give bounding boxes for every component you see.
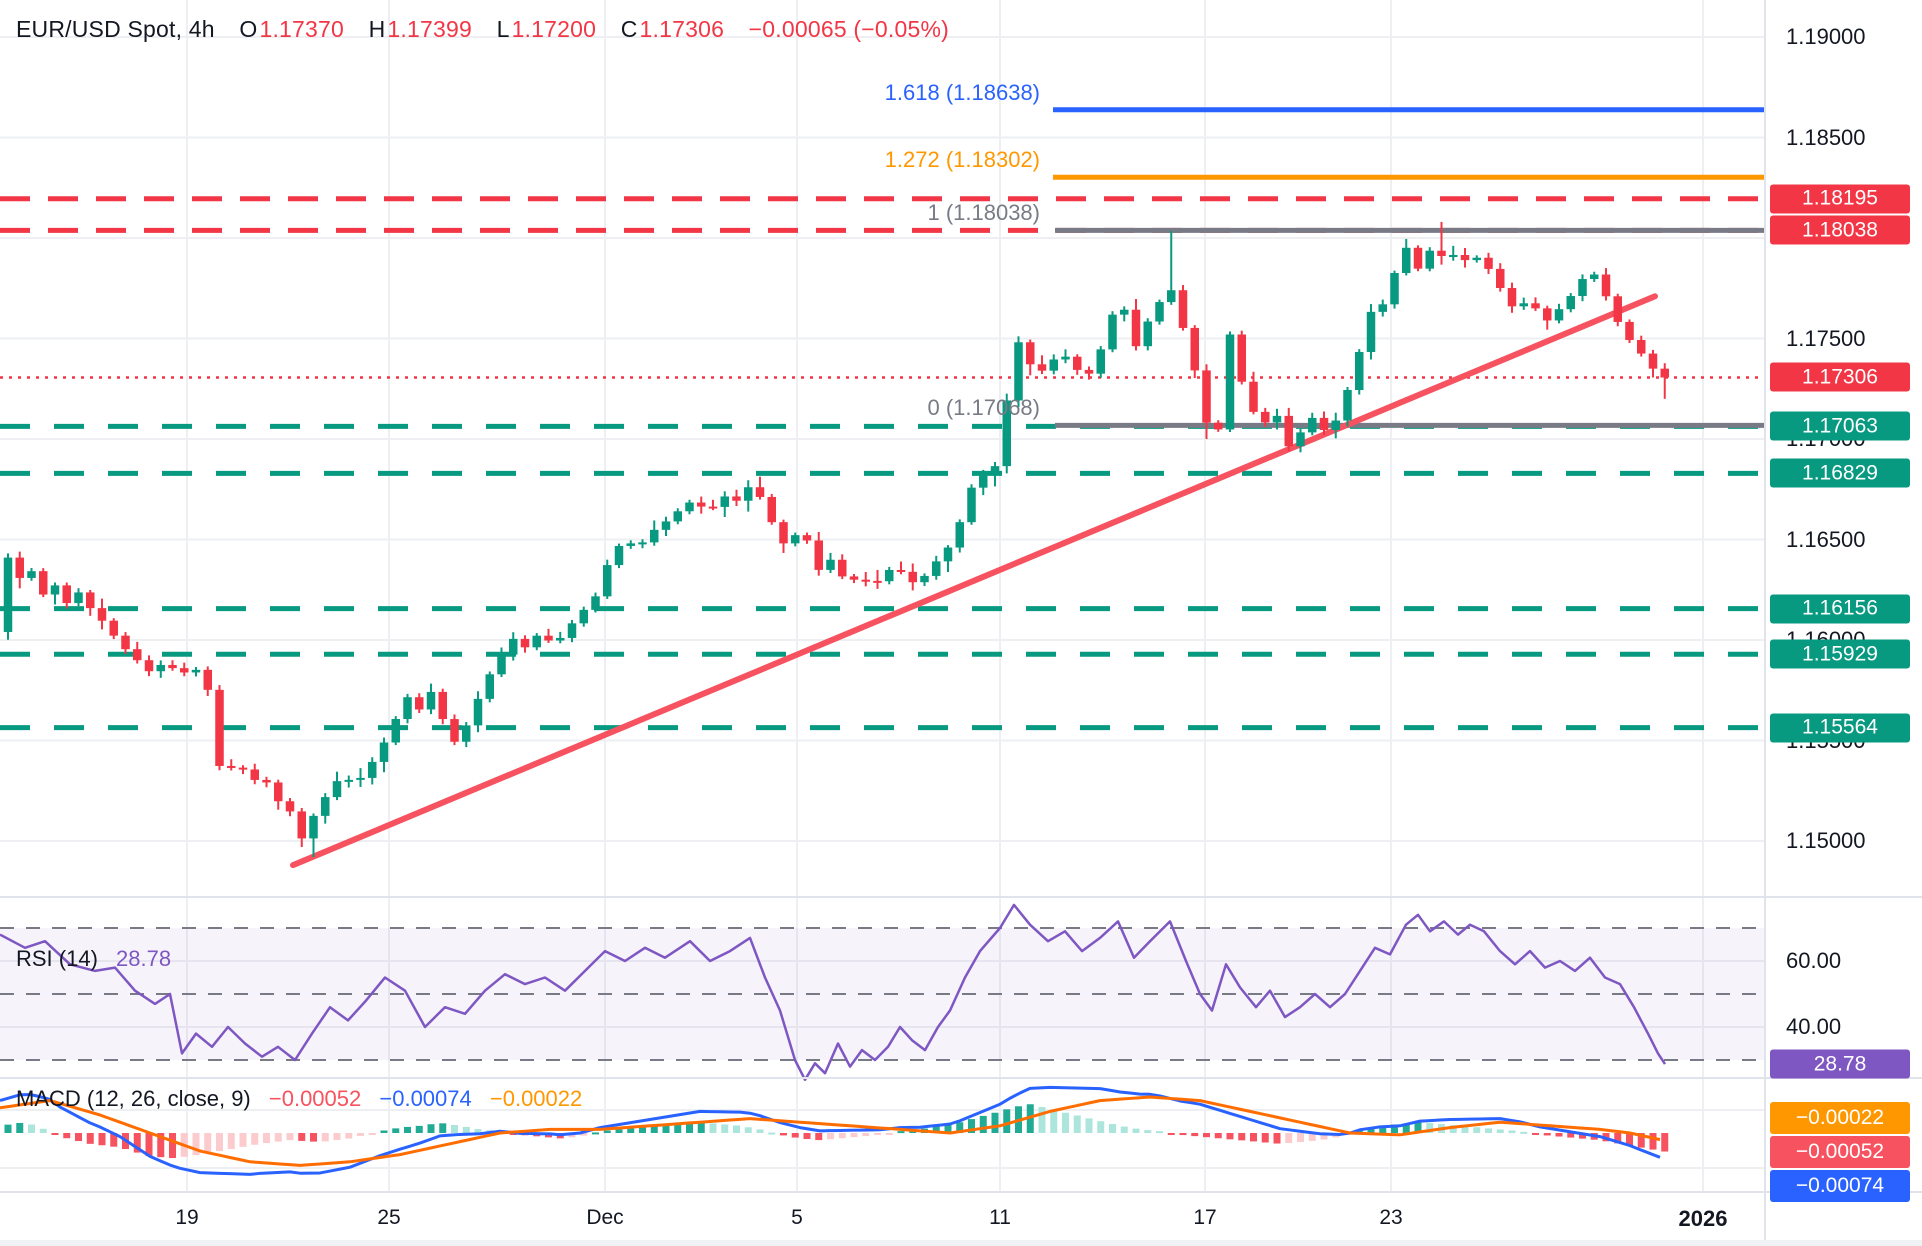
rsi-line[interactable] bbox=[0, 903, 1667, 1082]
macd-histogram[interactable] bbox=[4, 1104, 1669, 1159]
trendline[interactable] bbox=[290, 293, 1658, 869]
macd-signal-line[interactable] bbox=[0, 1095, 1661, 1167]
macd-line[interactable] bbox=[0, 1085, 1661, 1176]
horizontal-levels[interactable] bbox=[0, 107, 1765, 731]
candlesticks[interactable] bbox=[3, 221, 1669, 858]
rsi-band bbox=[0, 927, 1765, 1061]
